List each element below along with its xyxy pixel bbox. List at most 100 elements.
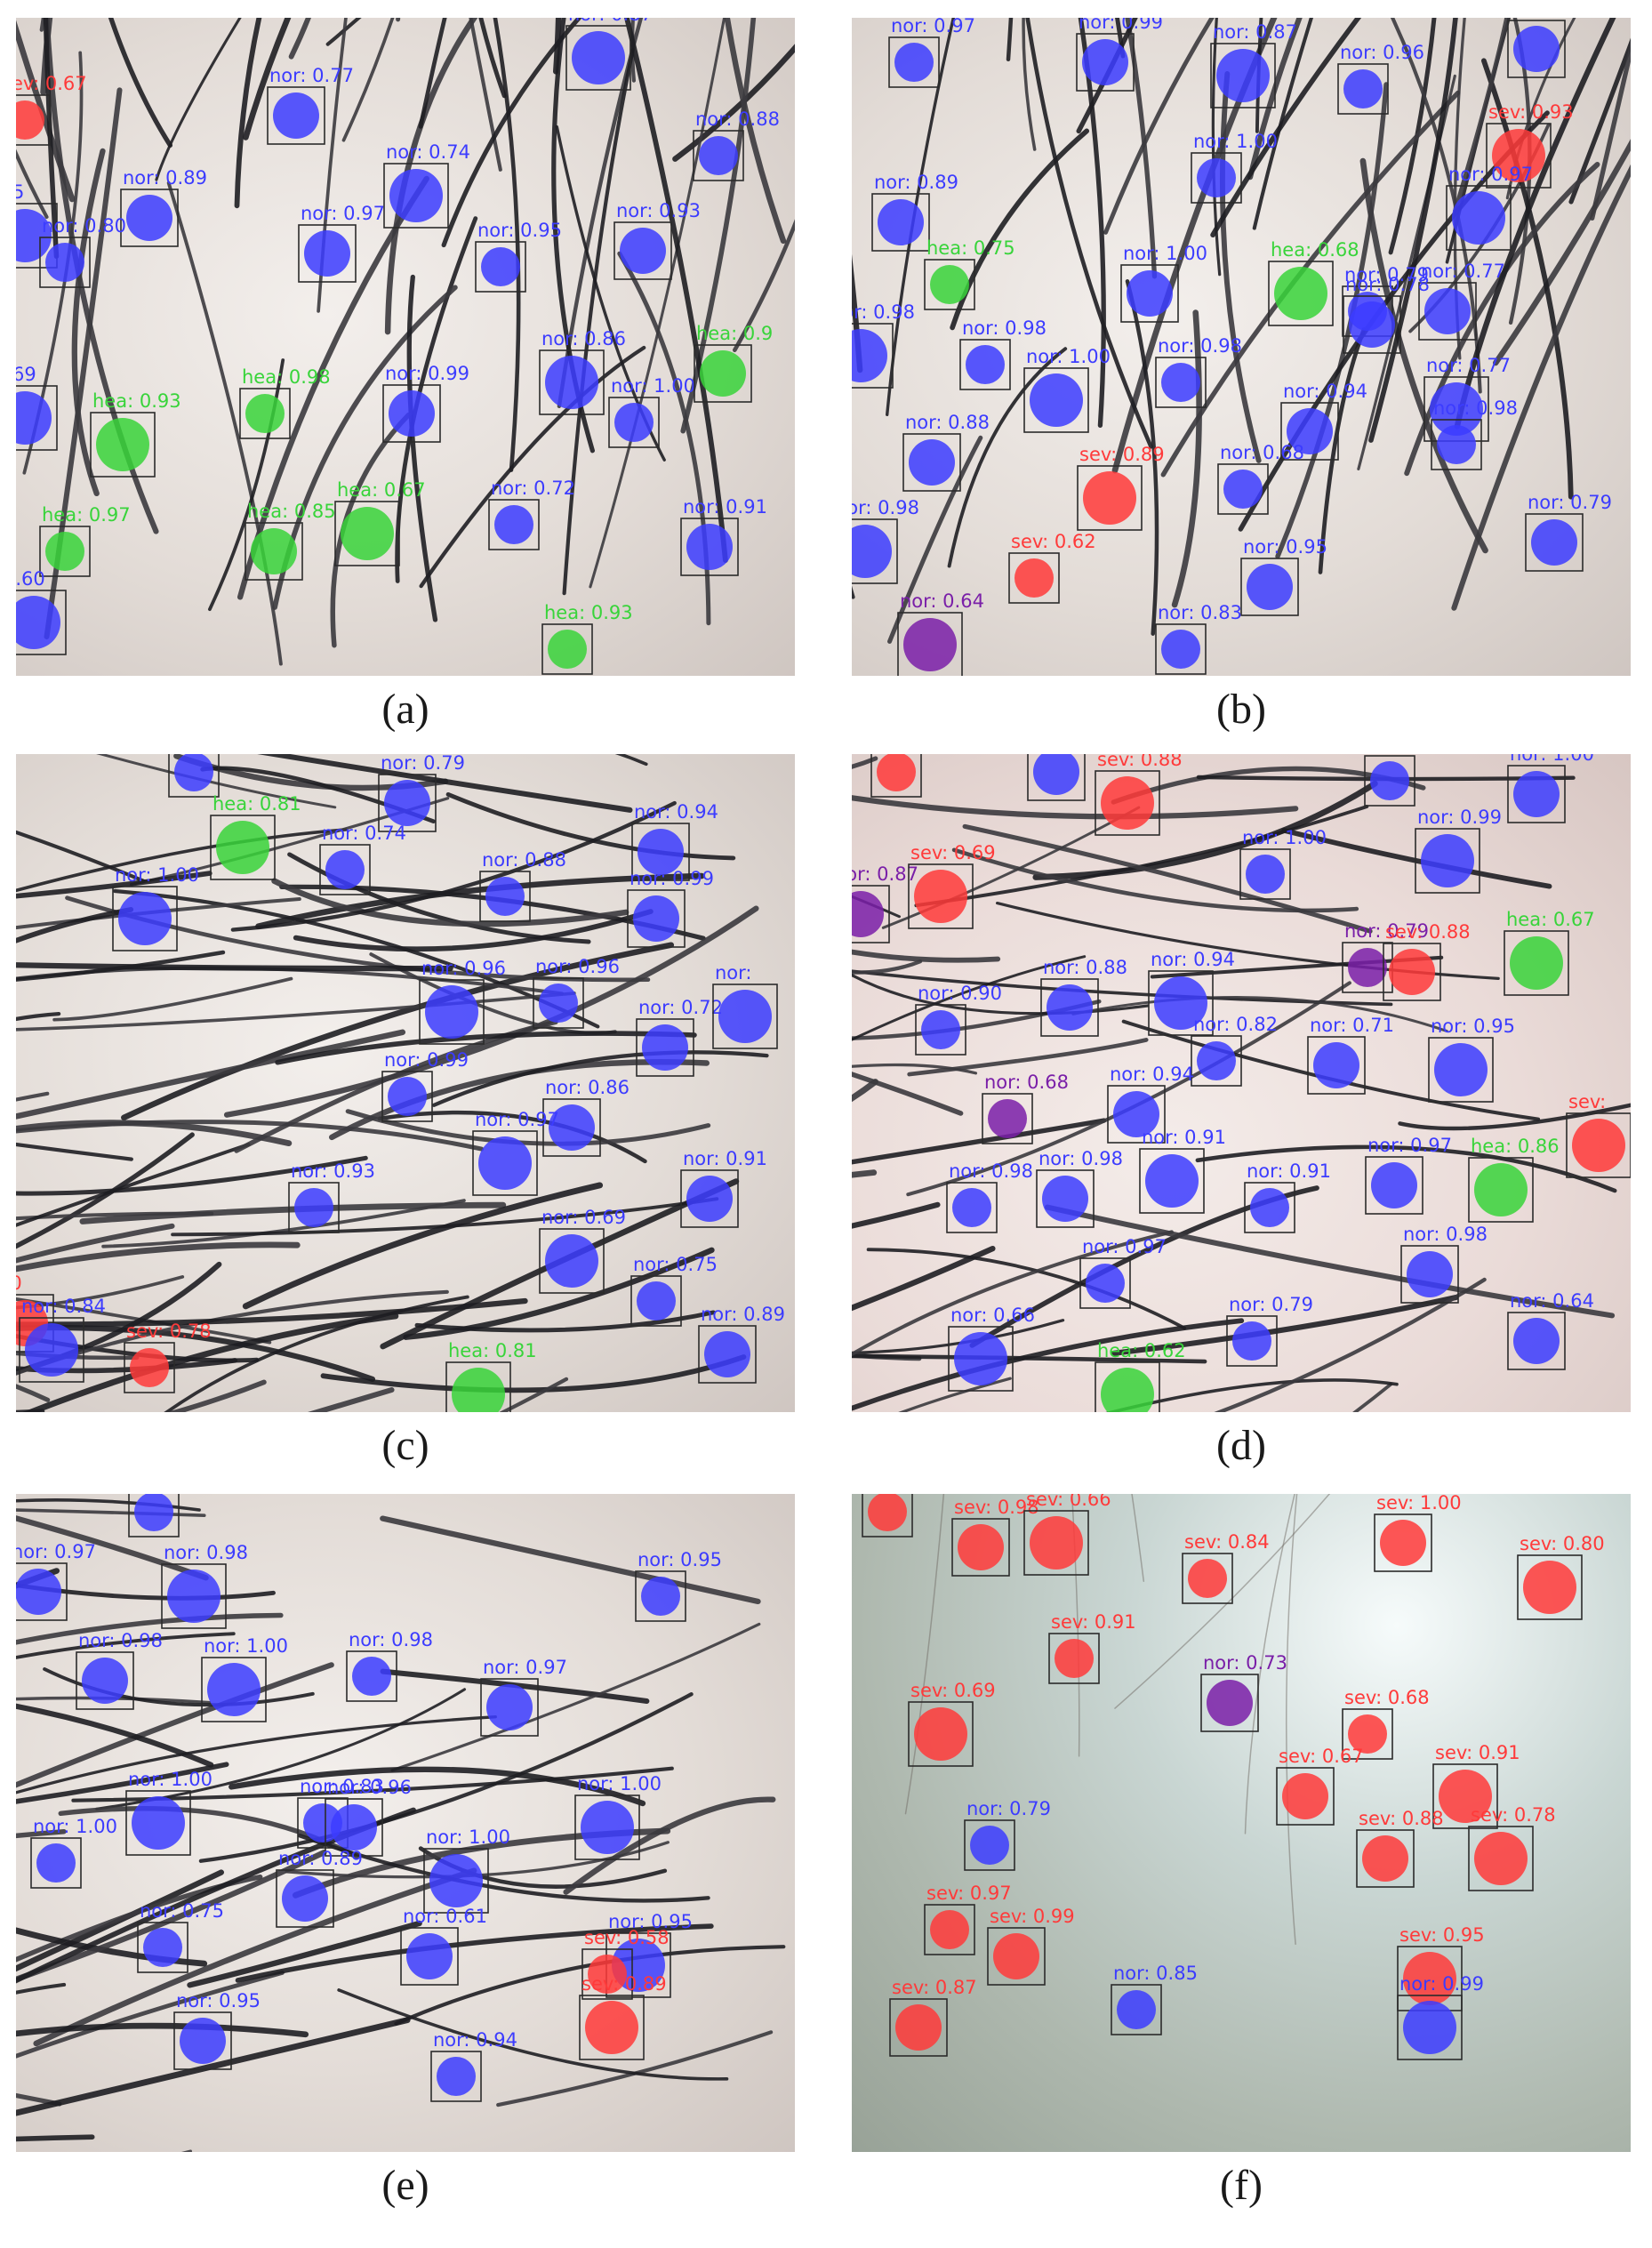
follicle-mask [852,891,884,937]
bounding-box [1507,20,1566,78]
bounding-box [897,612,963,676]
bounding-box [627,889,686,948]
detection-label: nor: 0.61 [403,1906,487,1927]
detection-d-29: nor: 0.66 [948,1305,1035,1392]
detection-label: hea: 0.62 [1097,1340,1186,1361]
follicle-mask [1161,630,1200,669]
bounding-box [1364,755,1415,807]
detection-b-9: hea: 0.75 [924,237,1015,310]
follicle-mask [1403,1952,1456,2005]
hair-strand [166,1379,267,1412]
bounding-box [1210,43,1276,108]
hair-strand [1590,41,1631,221]
follicle-mask [406,1933,453,1979]
follicle-mask [642,1024,688,1071]
hair-strand [16,1275,185,1310]
detection-b-23: sev: 0.89 [1077,444,1165,531]
bounding-box [430,2051,482,2102]
follicle-mask [1197,158,1236,197]
bounding-box [1076,33,1135,92]
detection-b-10: nor: 1.00 [1120,243,1207,323]
detection-a-16: hea: 0.9 [694,323,773,403]
bounding-box [1095,770,1160,836]
hair-strand [16,1971,285,2059]
detection-label: nor: 0.99 [384,1049,469,1071]
detection-label: nor: 0.91 [1247,1160,1331,1182]
hair-strand [852,1230,1174,1357]
detection-label: sev: 0.88 [1385,921,1471,943]
detection-b-15: nor: 0.98 [959,317,1047,390]
detection-c-10: nor: 0.72 [636,997,723,1077]
follicle-mask [1197,1041,1236,1080]
bounding-box [319,844,371,895]
follicle-mask [1370,761,1409,800]
hair-strand [733,219,795,352]
follicle-mask [1101,776,1154,830]
follicle-mask [921,1010,960,1049]
caption-b: (b) [1216,686,1266,733]
detection-c-7: nor: 0.99 [627,868,714,948]
detection-label: nor: 0.98 [949,1160,1033,1182]
follicle-mask [1513,1318,1560,1364]
detection-f-9: sev: 0.68 [1342,1687,1430,1760]
hair-detections-d: sev: 0.77 nor: 0.98 sev: 0.88 nor: 0.99 nor:… [852,754,1631,1412]
follicle-mask [930,1910,969,1949]
detection-label: nor: 0.95 [638,1549,722,1570]
hair-strand [852,1245,996,1312]
detection-f-2: sev: 0.66 [1023,1494,1111,1576]
hair-strand [1352,1383,1392,1412]
detection-c-3: nor: 0.74 [319,823,406,895]
bounding-box [201,1657,267,1722]
follicle-mask [1437,425,1476,464]
detection-f-14: sev: 0.78 [1468,1804,1556,1891]
follicle-mask [45,532,84,571]
follicle-mask [282,1875,328,1922]
detection-f-0: sev: 0.9 [862,1494,913,1537]
detection-label: sev: 0.88 [1359,1808,1444,1829]
detection-c-13: nor: 0.86 [542,1077,630,1157]
hair-strand [852,1353,1207,1364]
caption-f: (f) [1220,2162,1263,2209]
bounding-box [19,1317,84,1383]
detection-label: nor: 0.89 [123,167,207,189]
hair-strand [180,2149,192,2152]
bounding-box [698,1325,757,1384]
detection-label: nor: 0.95 [1243,536,1327,558]
bounding-box [173,2011,232,2070]
detection-e-18: sev: 0.58 [581,1927,670,2000]
detection-b-22: nor: 0.88 [902,412,990,492]
hair-strand [71,148,106,497]
bounding-box [982,1093,1033,1144]
detection-label: nor: 0.93 [291,1160,375,1182]
detection-label: sev: [1568,1091,1606,1112]
hair-strand [16,2134,95,2142]
detection-label: nor: 0.94 [1110,1064,1194,1085]
bounding-box [694,344,752,403]
detection-label: nor: 0.91 [1142,1127,1226,1148]
bounding-box [419,979,485,1045]
detection-d-31: nor: 0.64 [1507,1290,1594,1370]
hair-strand [242,1182,604,1310]
detection-f-8: sev: 0.69 [908,1680,996,1767]
detection-label: nor: 0.64 [1510,1290,1594,1312]
detection-label: nor: 0.88 [482,849,566,871]
detection-label: nor: 0.98 [852,301,915,323]
detection-a-4: nor: 0.89 [120,167,207,247]
detection-label: nor: 0.86 [545,1077,630,1098]
bounding-box [76,1651,134,1710]
detection-label: nor: 0.80 [42,215,126,237]
follicle-mask [1452,191,1505,245]
detection-b-1: nor: 0.99 [1076,18,1163,92]
detection-c-18: nor: 0.75 [630,1254,718,1327]
bounding-box [112,886,178,951]
hair-strand [1252,18,1314,230]
detection-f-16: sev: 0.99 [987,1906,1075,1986]
follicle-mask [952,1188,991,1227]
detection-label: nor: 0.94 [634,801,718,823]
detection-label: nor: 0.91 [683,1148,767,1169]
detection-label: nor: 1.00 [577,1773,662,1794]
hair-strand [390,1622,761,1772]
detection-a-12: hea: 0.98 [239,366,331,439]
bounding-box [16,1294,54,1353]
